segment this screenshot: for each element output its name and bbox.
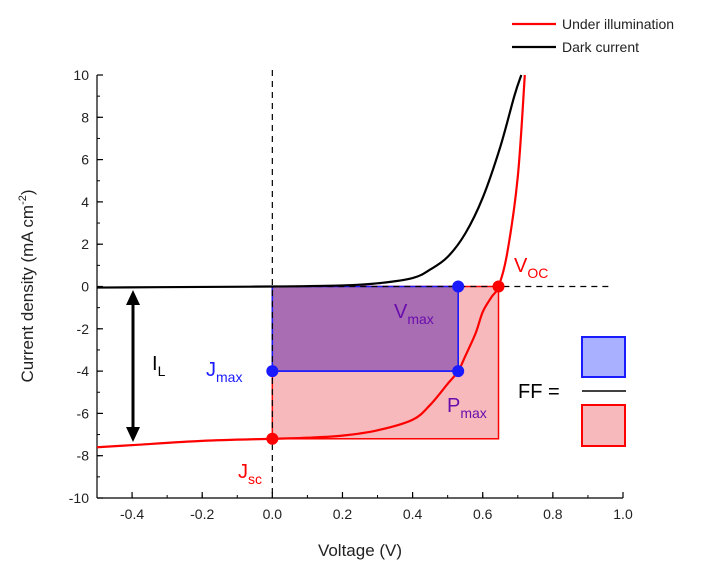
- y-tick-label: -2: [77, 321, 90, 337]
- y-tick-label: 10: [73, 67, 89, 83]
- ff-denominator-box: [581, 404, 626, 447]
- voc-label: VOC: [514, 255, 548, 281]
- x-tick-label: -0.4: [120, 506, 144, 522]
- y-tick-label: -6: [77, 405, 90, 421]
- il-double-arrow: [126, 290, 140, 442]
- x-tick-label: 0.2: [333, 506, 353, 522]
- pmax-point: [452, 365, 465, 378]
- y-tick-label: 2: [81, 236, 89, 252]
- x-tick-label: 1.0: [613, 506, 633, 522]
- jsc-label: Jsc: [238, 461, 262, 487]
- x-tick-label: 0.6: [473, 506, 493, 522]
- ff-numerator-box: [581, 336, 626, 378]
- jsc-point: [266, 432, 279, 445]
- y-tick-label: -8: [77, 448, 90, 464]
- y-tick-label: 6: [81, 152, 89, 168]
- y-axis-title: Current density (mA cm-2): [17, 189, 37, 382]
- x-tick-label: 0.8: [543, 506, 563, 522]
- legend: Under illumination Dark current: [512, 16, 674, 55]
- ff-label: FF =: [518, 381, 560, 403]
- vmax-point: [452, 280, 465, 293]
- x-tick-label: 0.4: [403, 506, 423, 522]
- x-axis-title: Voltage (V): [318, 541, 402, 560]
- jmax-label: Jmax: [206, 359, 242, 385]
- x-tick-label: -0.2: [190, 506, 214, 522]
- max-power-rect: [271, 285, 459, 372]
- il-label: IL: [152, 353, 166, 379]
- series-line-dark-current: [96, 74, 523, 289]
- y-tick-label: 8: [81, 109, 89, 125]
- jmax-point: [266, 365, 279, 378]
- x-tick-label: 0.0: [263, 506, 283, 522]
- y-tick-label: 0: [81, 279, 89, 295]
- y-tick-label: 4: [81, 194, 89, 210]
- tick-group: -0.4 -0.2 0.0 0.2 0.4 0.6 0.8 1.0 -10 -8 -6 -4 -2 0 2 4…: [69, 67, 633, 522]
- legend-label-under-illumination: Under illumination: [562, 16, 674, 32]
- voc-point: [492, 280, 505, 293]
- pmax-label: Pmax: [447, 395, 487, 421]
- vmax-label: Vmax: [394, 301, 434, 327]
- y-tick-label: -4: [77, 363, 90, 379]
- y-tick-label: -10: [69, 490, 89, 506]
- legend-label-dark-current: Dark current: [562, 39, 639, 55]
